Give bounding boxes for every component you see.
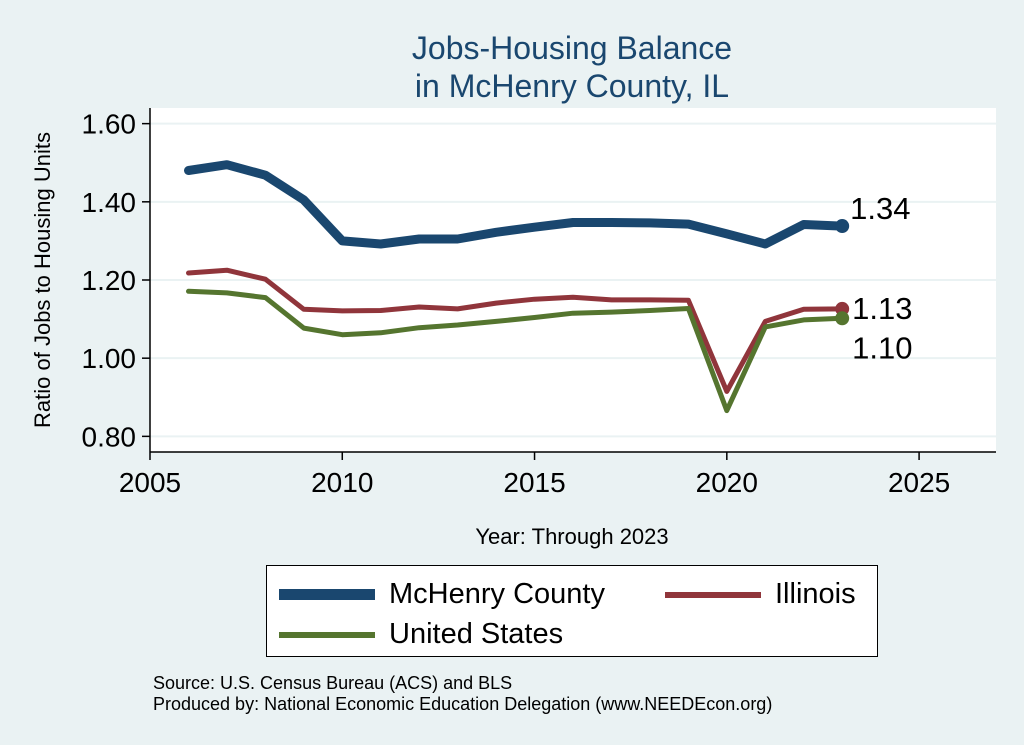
line-chart: Jobs-Housing Balance in McHenry County, … bbox=[30, 30, 996, 549]
x-tick-label: 2025 bbox=[888, 467, 950, 498]
y-tick-label: 1.00 bbox=[82, 343, 137, 374]
x-tick-label: 2015 bbox=[503, 467, 565, 498]
legend-swatch-united-states bbox=[279, 631, 375, 638]
producer-note: Produced by: National Economic Education… bbox=[153, 694, 773, 714]
legend: McHenry County Illinois United States bbox=[266, 565, 878, 657]
legend-swatch-mchenry-county bbox=[279, 589, 375, 600]
y-tick-label: 1.40 bbox=[82, 187, 137, 218]
legend-label-illinois: Illinois bbox=[775, 578, 856, 610]
end-point-united-states bbox=[835, 311, 850, 326]
y-axis-label: Ratio of Jobs to Housing Units bbox=[30, 132, 55, 428]
legend-swatch-illinois bbox=[665, 591, 761, 598]
x-tick-label: 2020 bbox=[696, 467, 758, 498]
end-label-illinois: 1.13 bbox=[852, 291, 912, 326]
legend-item-united-states: United States bbox=[279, 618, 563, 651]
series-line-united-states bbox=[186, 288, 845, 414]
chart-title-line-1: Jobs-Housing Balance bbox=[412, 30, 732, 66]
end-label-united-states: 1.10 bbox=[852, 330, 912, 365]
legend-item-mchenry-county: McHenry County bbox=[279, 578, 605, 611]
legend-item-illinois: Illinois bbox=[665, 578, 856, 611]
y-tick-label: 1.20 bbox=[82, 265, 137, 296]
end-point-mchenry-county bbox=[835, 219, 850, 234]
source-notes: Source: U.S. Census Bureau (ACS) and BLS… bbox=[153, 673, 772, 715]
axes: 0.80 1.00 1.20 1.40 1.60 2005 2010 2015 2020 2025 bbox=[82, 109, 951, 498]
source-note: Source: U.S. Census Bureau (ACS) and BLS bbox=[153, 673, 513, 693]
y-tick-label: 0.80 bbox=[82, 421, 137, 452]
series-line-illinois bbox=[186, 267, 845, 394]
legend-label-mchenry-county: McHenry County bbox=[389, 578, 605, 610]
x-axis-label: Year: Through 2023 bbox=[475, 524, 668, 549]
end-label-mchenry-county: 1.34 bbox=[850, 191, 910, 226]
x-tick-label: 2005 bbox=[119, 467, 181, 498]
series-line-mchenry-county bbox=[184, 160, 847, 249]
gridlines bbox=[150, 122, 996, 438]
series: 1.34 1.13 1.10 bbox=[184, 160, 913, 414]
legend-label-united-states: United States bbox=[389, 618, 564, 650]
chart-title-line-2: in McHenry County, IL bbox=[415, 68, 729, 104]
x-tick-label: 2010 bbox=[311, 467, 373, 498]
y-tick-label: 1.60 bbox=[82, 109, 137, 140]
